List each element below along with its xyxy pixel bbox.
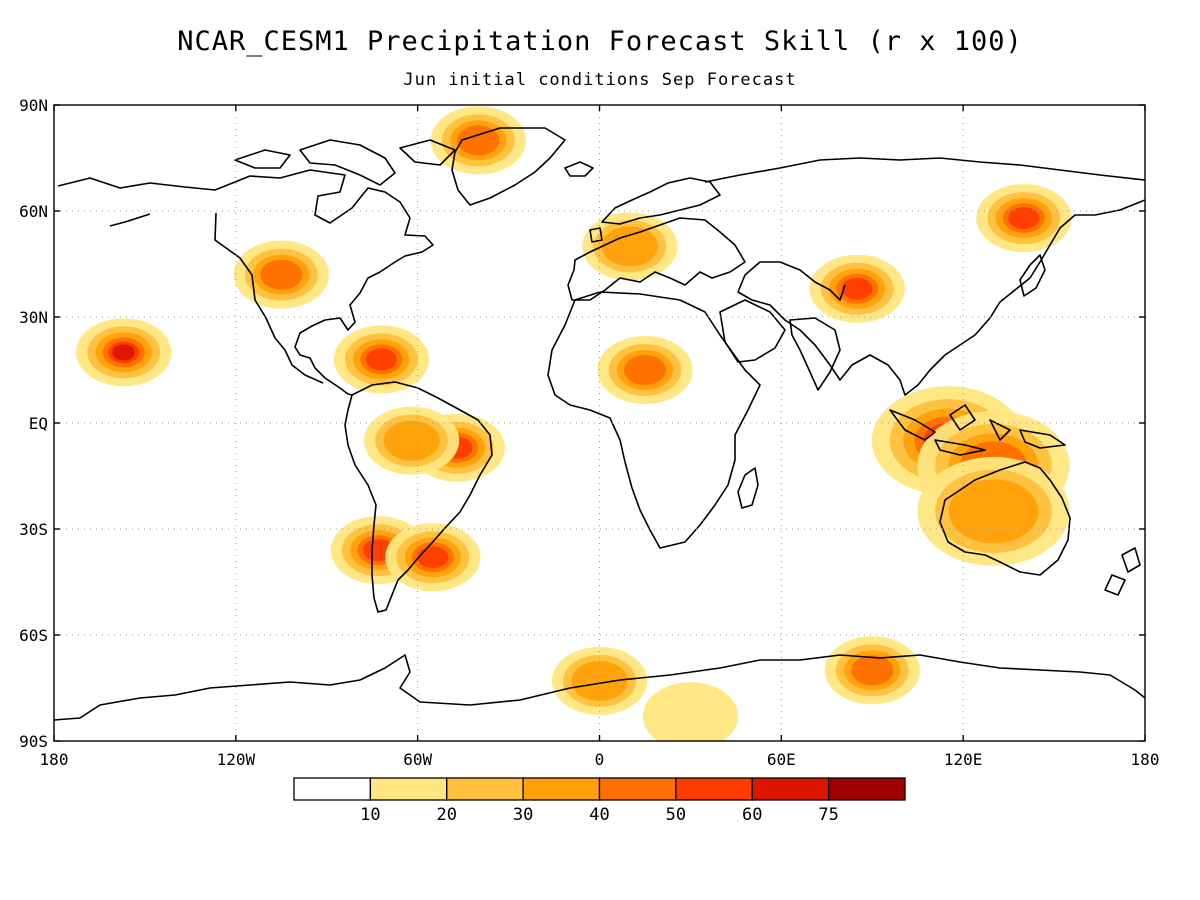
coastline-greenland <box>451 127 566 206</box>
y-tick-label: 60S <box>19 626 48 645</box>
skill-region <box>385 523 481 592</box>
skill-region <box>364 406 460 475</box>
coastline-madagascar <box>737 467 759 509</box>
coastline-australia <box>939 461 1071 576</box>
graticule <box>54 105 1145 741</box>
colorbar-swatch <box>293 777 372 801</box>
colorbar-label: 50 <box>666 805 686 825</box>
skill-region <box>333 325 429 394</box>
coastline-south-america <box>344 381 493 613</box>
skill-contour-60 <box>112 344 135 361</box>
skill-contour-10 <box>642 682 739 741</box>
coastline-europe <box>567 177 746 301</box>
skill-contour-40 <box>260 259 303 290</box>
y-tick-label: 60N <box>19 202 48 221</box>
x-tick-label: 180 <box>1131 750 1160 769</box>
y-tick-label: 30N <box>19 308 48 327</box>
coastline-japan <box>1019 254 1046 297</box>
skill-region <box>430 106 526 175</box>
coastline-arabia <box>719 299 786 363</box>
x-tick-label: 60E <box>767 750 796 769</box>
colorbar-label: 30 <box>513 805 533 825</box>
skill-contour-50 <box>1008 207 1040 230</box>
coastline-asia <box>704 157 1145 396</box>
colorbar-swatch <box>598 777 677 801</box>
skill-region <box>976 184 1072 253</box>
skill-contour-30 <box>948 479 1039 544</box>
x-tick-label: 120E <box>944 750 983 769</box>
skill-region <box>809 254 905 323</box>
page-title: NCAR_CESM1 Precipitation Forecast Skill … <box>177 26 1023 57</box>
colorbar-label: 40 <box>589 805 609 825</box>
x-tick-label: 180 <box>40 750 69 769</box>
skill-contour-30 <box>383 420 440 461</box>
skill-region <box>642 682 739 741</box>
skill-region <box>582 212 678 281</box>
skill-region <box>551 646 648 715</box>
coastline-antarctica <box>54 654 1145 721</box>
skill-contour-40 <box>623 355 666 385</box>
skill-region <box>917 456 1070 566</box>
coastline-arctic-islands <box>234 139 456 186</box>
coastline-new-zealand <box>1104 547 1141 596</box>
coastline-north-america <box>57 169 434 396</box>
colorbar-label: 20 <box>437 805 457 825</box>
x-tick-label: 60W <box>403 750 432 769</box>
skill-contour-30 <box>571 660 628 701</box>
coastline-africa <box>547 291 761 549</box>
x-tick-label: 120W <box>217 750 256 769</box>
colorbar-swatch <box>522 777 601 801</box>
colorbar: 10 20 30 40 50 60 75 <box>293 777 906 825</box>
page-subtitle: Jun initial conditions Sep Forecast <box>403 70 797 90</box>
skill-contours <box>76 106 1072 741</box>
x-tick-label: 0 <box>595 750 605 769</box>
skill-contour-40 <box>851 655 894 686</box>
coastline-india <box>789 317 841 391</box>
skill-contour-50 <box>841 277 873 300</box>
skill-region <box>76 318 172 387</box>
y-tick-label: 30S <box>19 520 48 539</box>
skill-region <box>597 336 693 404</box>
y-tick-label: 90S <box>19 732 48 751</box>
skill-region <box>824 636 920 705</box>
colorbar-label: 60 <box>742 805 762 825</box>
colorbar-swatch <box>827 777 906 801</box>
colorbar-label: 10 <box>360 805 380 825</box>
colorbar-swatch <box>751 777 830 801</box>
skill-contour-40 <box>457 125 500 156</box>
colorbar-swatch <box>369 777 448 801</box>
coastlines <box>54 127 1145 721</box>
y-tick-label: EQ <box>29 414 48 433</box>
colorbar-swatch <box>675 777 753 801</box>
colorbar-swatch <box>446 777 524 801</box>
colorbar-label: 75 <box>818 805 838 825</box>
coastline-indonesia <box>889 404 1066 456</box>
y-tick-label: 90N <box>19 96 48 115</box>
coastline-iceland <box>564 161 594 177</box>
skill-contour-30 <box>601 226 658 267</box>
skill-region <box>233 240 329 309</box>
skill-contour-50 <box>365 348 397 371</box>
skill-contour-50 <box>417 546 449 569</box>
